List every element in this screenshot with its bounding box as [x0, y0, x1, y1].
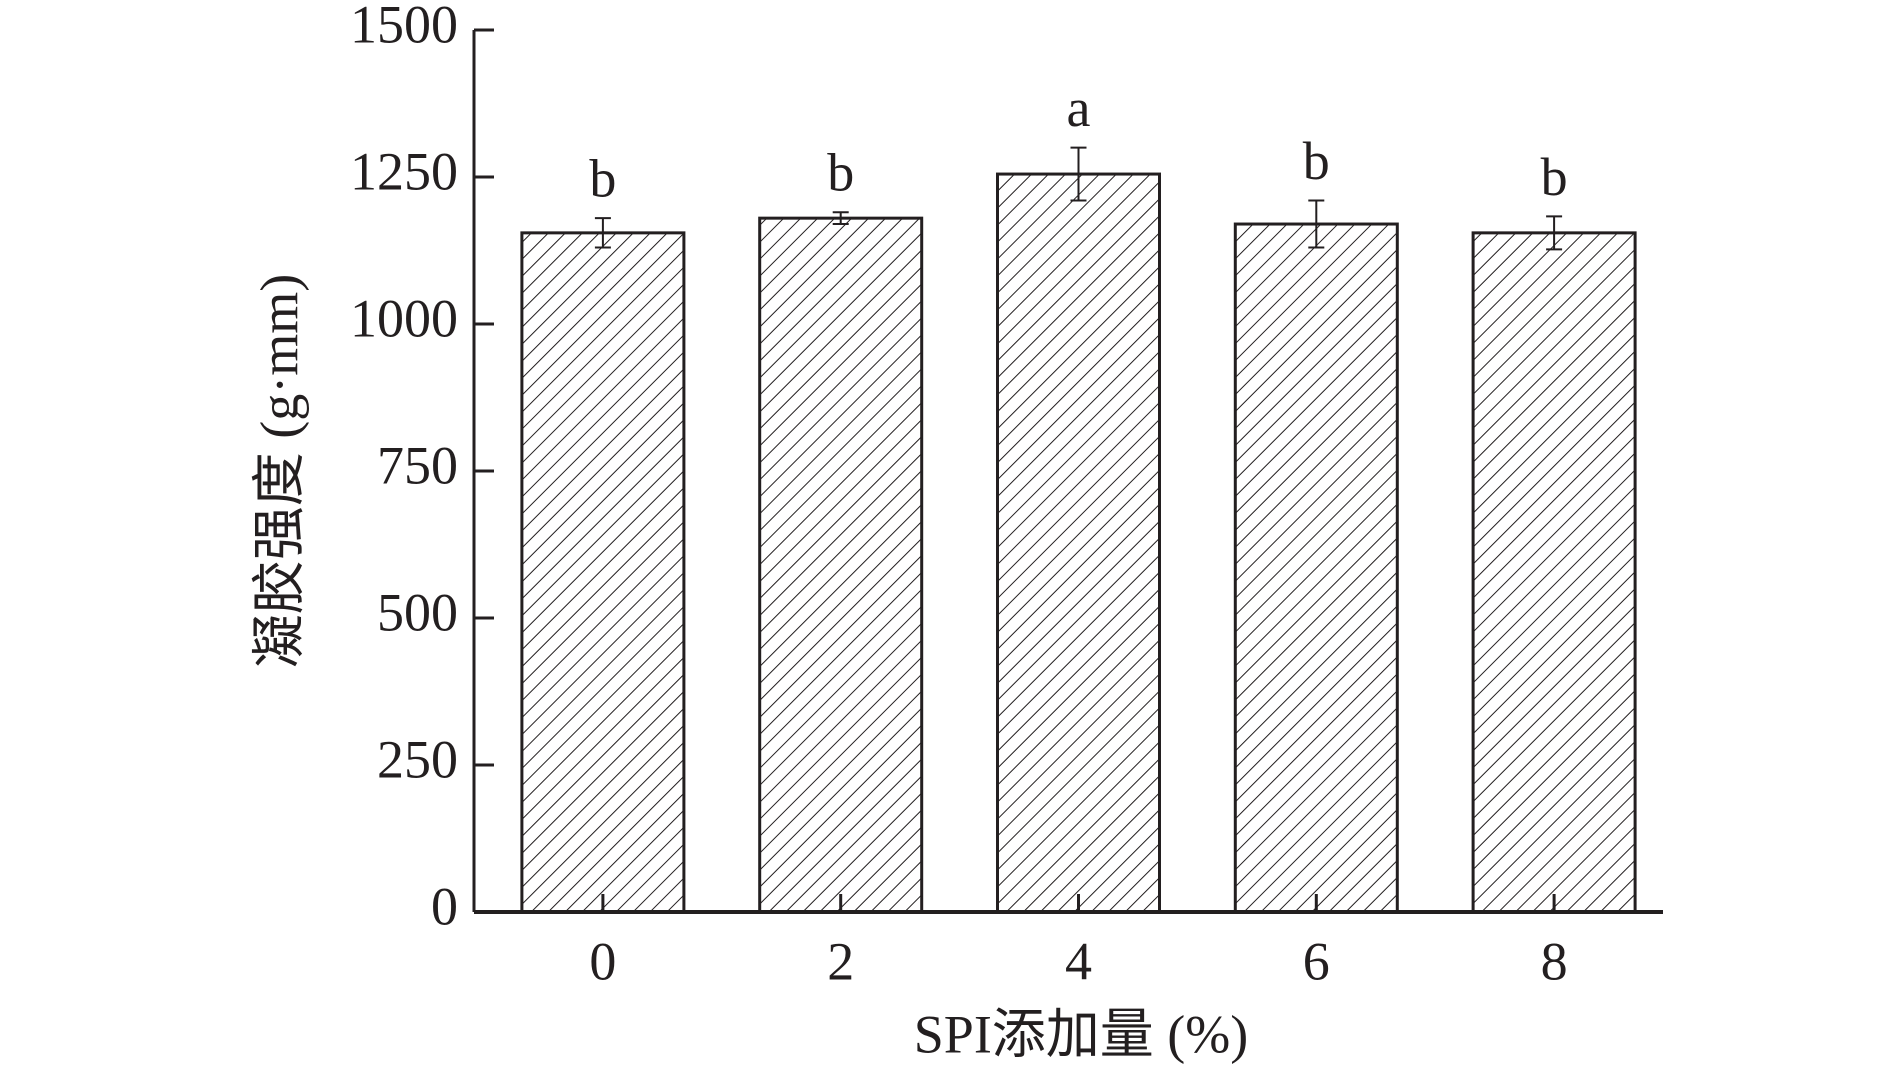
- x-tick-label: 2: [827, 931, 854, 991]
- bar: [758, 216, 924, 914]
- significance-label: b: [1303, 131, 1330, 191]
- y-tick-label: 750: [377, 435, 458, 495]
- bar: [996, 172, 1161, 914]
- x-tick-label: 0: [589, 931, 616, 991]
- error-bar: [594, 217, 611, 249]
- y-tick-label: 0: [431, 876, 458, 936]
- error-bar: [1546, 215, 1563, 251]
- y-axis-label: 凝胶强度 (g·mm): [249, 274, 309, 668]
- error-bar: [832, 211, 849, 226]
- x-tick-label: 4: [1065, 931, 1092, 991]
- y-tick-label: 1000: [350, 288, 458, 348]
- y-tick-label: 1500: [350, 0, 458, 54]
- bar: [520, 231, 686, 914]
- significance-label: b: [827, 143, 854, 203]
- x-axis-label: SPI添加量 (%): [914, 1004, 1249, 1064]
- x-tick-label: 8: [1541, 931, 1568, 991]
- error-bar: [1070, 146, 1087, 202]
- significance-label: b: [589, 149, 616, 209]
- y-tick-label: 250: [377, 729, 458, 789]
- significance-label: b: [1541, 147, 1568, 207]
- significance-label: a: [1067, 78, 1091, 138]
- error-bar: [1308, 199, 1325, 249]
- bar: [1471, 231, 1637, 914]
- y-tick-label: 500: [377, 582, 458, 642]
- x-tick-label: 6: [1303, 931, 1330, 991]
- y-tick-label: 1250: [350, 141, 458, 201]
- bar: [1233, 222, 1399, 914]
